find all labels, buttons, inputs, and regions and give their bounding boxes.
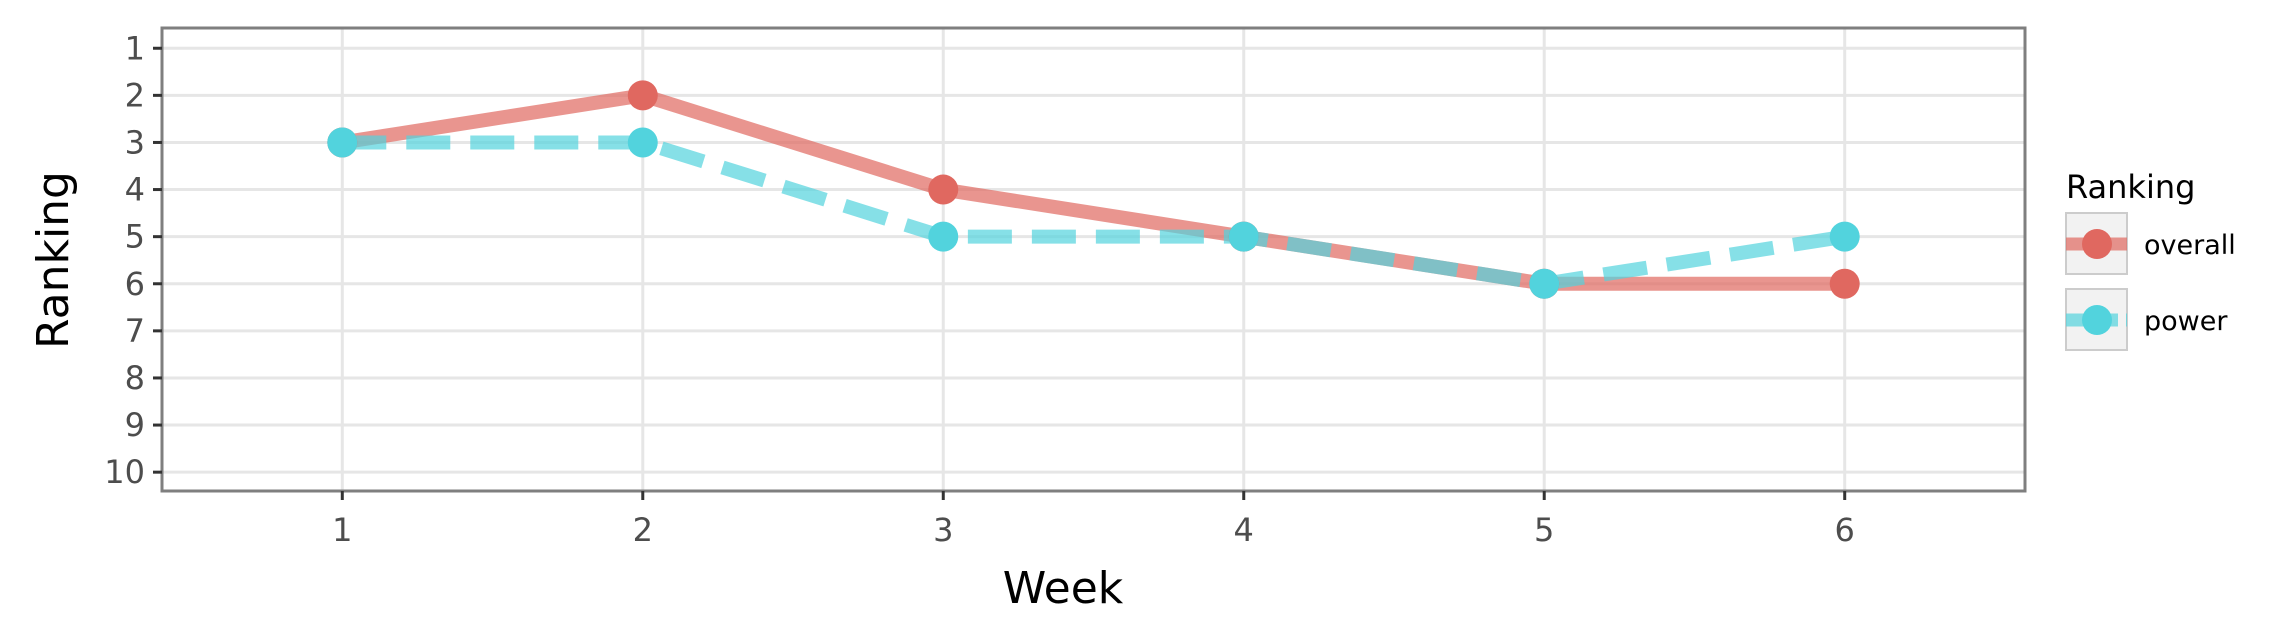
plot-frame bbox=[160, 26, 2027, 493]
x-tick-label: 3 bbox=[933, 511, 953, 549]
y-tick-label: 3 bbox=[125, 123, 145, 161]
legend: Ranking overall power bbox=[2065, 168, 2236, 351]
y-tick-label: 1 bbox=[125, 29, 145, 67]
data-point-power bbox=[1228, 221, 1259, 252]
data-point-overall bbox=[627, 80, 658, 111]
legend-marker-overall bbox=[2082, 229, 2112, 259]
data-point-power bbox=[627, 127, 658, 158]
y-tick-label: 8 bbox=[125, 359, 145, 397]
legend-label-overall: overall bbox=[2144, 230, 2236, 261]
x-tick-label: 2 bbox=[633, 511, 653, 549]
y-tick-label: 10 bbox=[104, 453, 145, 491]
legend-label-power: power bbox=[2144, 306, 2228, 337]
series-points bbox=[327, 80, 1860, 299]
series-lines bbox=[341, 88, 1846, 291]
y-tick-label: 9 bbox=[125, 406, 145, 444]
y-tick-label: 4 bbox=[125, 171, 145, 209]
data-point-overall bbox=[1829, 268, 1860, 299]
x-tick-label: 5 bbox=[1534, 511, 1554, 549]
data-point-power bbox=[928, 221, 959, 252]
y-tick-label: 2 bbox=[125, 76, 145, 114]
x-axis-title: Week bbox=[1003, 563, 1124, 614]
axis-ticks: 1 2 3 4 5 6 1 2 3 4 5 6 7 8 9 10 bbox=[104, 29, 1855, 549]
legend-marker-power bbox=[2082, 305, 2112, 335]
data-point-power bbox=[1829, 221, 1860, 252]
data-point-overall bbox=[928, 174, 959, 205]
y-tick-label: 6 bbox=[125, 265, 145, 303]
legend-title: Ranking bbox=[2066, 168, 2195, 206]
data-point-power bbox=[327, 127, 358, 158]
y-tick-label: 7 bbox=[125, 312, 145, 350]
data-point-power bbox=[1529, 268, 1560, 299]
x-tick-label: 6 bbox=[1835, 511, 1855, 549]
x-tick-label: 1 bbox=[332, 511, 352, 549]
y-tick-label: 5 bbox=[125, 218, 145, 256]
y-axis-title: Ranking bbox=[28, 171, 79, 349]
series-line-overall bbox=[341, 88, 1845, 291]
x-tick-label: 4 bbox=[1234, 511, 1254, 549]
